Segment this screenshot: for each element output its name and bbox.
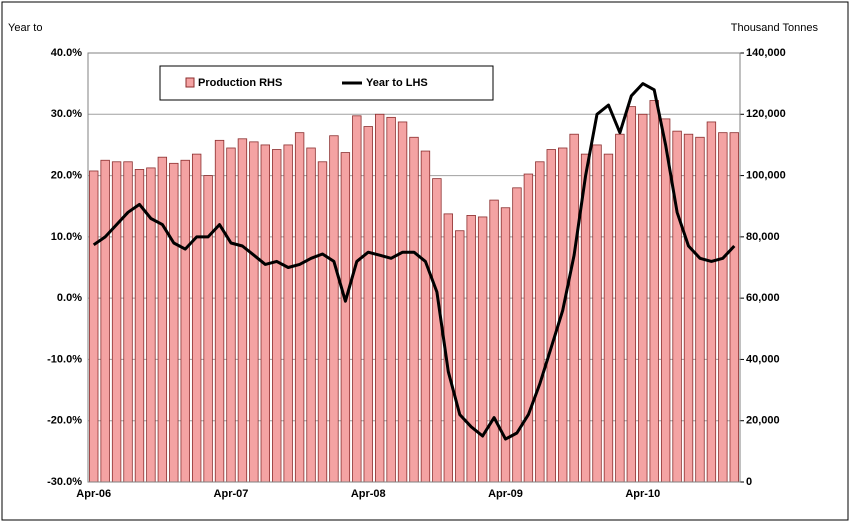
bar [317,161,328,483]
y2-axis-title: Thousand Tonnes [731,22,819,34]
bar [89,170,99,483]
bar [134,169,145,483]
plot-border [87,52,741,483]
y-tick-label: 10.0% [51,231,82,243]
line [92,82,736,441]
bar [477,216,488,483]
bar [489,199,499,483]
y-tick-label: 30.0% [51,108,82,120]
legend [159,65,494,101]
bar [546,149,556,483]
legend-label: Year to LHS [366,77,428,89]
bar [683,133,694,483]
y-tick-label: -30.0% [47,476,82,488]
bar [340,152,351,483]
bar [363,126,373,483]
bar [660,118,671,483]
bar [649,100,659,483]
bar [512,187,522,483]
bar [397,121,408,483]
bar [169,162,179,483]
bar [203,175,213,483]
y-axis-title: Year to [8,22,42,34]
legend-swatch [185,77,195,88]
bar [100,159,110,483]
bar [191,153,202,483]
bar [420,150,431,483]
bar [500,207,511,483]
bar [729,132,739,483]
bar [672,130,682,483]
bar [615,133,625,483]
y2-tick-label: 60,000 [746,292,780,304]
y2-tick-label: 120,000 [746,108,786,120]
bar [432,178,442,483]
x-tick-label: Apr-07 [214,488,249,500]
bar [638,113,648,483]
y2-tick-label: 0 [746,476,752,488]
bar [603,153,614,483]
x-tick-label: Apr-06 [76,488,111,500]
bar [283,144,293,483]
bar [706,121,717,483]
bar [111,161,122,483]
x-tick-label: Apr-09 [488,488,523,500]
y-tick-label: 40.0% [51,47,82,59]
y-tick-label: -10.0% [47,353,82,365]
legend-label: Production RHS [198,77,282,89]
bar [718,132,728,483]
y-tick-label: 20.0% [51,169,82,181]
y2-tick-label: 140,000 [746,47,786,59]
bar [260,144,270,483]
bar [306,147,316,483]
bar [237,138,248,483]
bar [294,132,305,483]
bar [466,215,476,483]
y2-tick-label: 100,000 [746,169,786,181]
x-tick-label: Apr-10 [625,488,660,500]
y2-tick-label: 40,000 [746,353,780,365]
y2-tick-label: 80,000 [746,231,780,243]
bar [374,113,385,483]
y-tick-label: -20.0% [47,415,82,427]
y-tick-label: 0.0% [57,292,82,304]
bar [249,141,259,483]
y2-tick-label: 20,000 [746,415,780,427]
bar [695,136,705,483]
bar [523,173,534,483]
bar [626,106,637,483]
x-tick-label: Apr-08 [351,488,386,500]
bar [214,139,225,483]
bar [157,156,168,483]
bar [535,161,545,483]
bar [592,144,602,483]
bar [329,135,339,483]
bar [180,159,190,483]
bar [569,133,579,483]
bar [272,149,282,483]
bar [409,136,419,483]
bar [226,147,236,483]
bar [352,115,362,483]
bar [386,116,396,483]
bar [455,230,465,483]
